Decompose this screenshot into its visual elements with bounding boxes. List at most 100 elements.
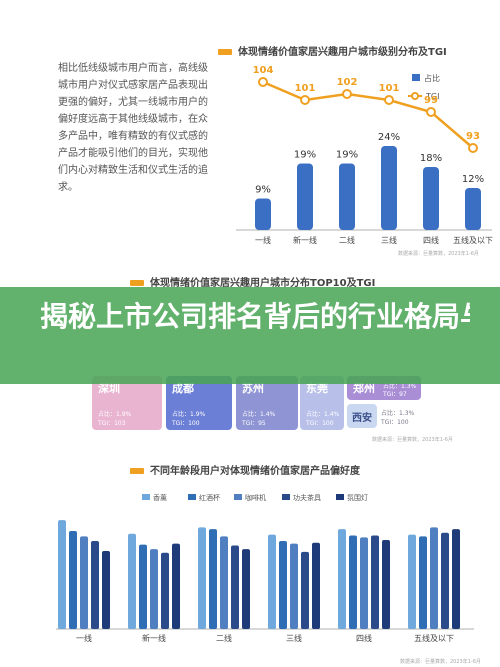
chart1-tgi-point xyxy=(384,95,394,105)
chart3-bar xyxy=(419,536,427,629)
chart1-bar-label: 19% xyxy=(294,150,316,161)
city-share: 占比：1.3% xyxy=(381,410,415,417)
overlay-banner xyxy=(0,287,500,384)
chart3-bar xyxy=(268,534,276,629)
chart1-bar-label: 9% xyxy=(255,185,271,196)
chart1-bar xyxy=(297,163,313,230)
legend-share-label: 占比 xyxy=(424,73,440,83)
chart3-x-tick: 一线 xyxy=(76,633,92,643)
chart1-bar xyxy=(381,146,397,230)
chart3-legend-swatch xyxy=(336,494,344,500)
chart3-bar xyxy=(80,536,88,629)
chart3-legend-swatch xyxy=(142,494,150,500)
chart1-tgi-point xyxy=(342,89,352,99)
chart1-x-tick: 二线 xyxy=(339,235,355,245)
chart3-bar xyxy=(150,549,158,629)
chart1-source: 数据来源：巨量算数，2023年1-6月 xyxy=(398,251,479,257)
city-tgi: TGI：100 xyxy=(306,420,334,427)
chart3-source: 数据来源：巨量算数，2023年1-6月 xyxy=(400,659,481,665)
chart3-bar xyxy=(301,551,309,629)
chart3-bar xyxy=(382,540,390,629)
city-name: 苏州 xyxy=(242,382,264,395)
city-tgi: TGI：100 xyxy=(172,420,200,427)
city-tgi: TGI：95 xyxy=(242,420,266,427)
chart3-bar xyxy=(198,527,206,629)
chart3-bar xyxy=(452,529,460,629)
city-share: 占比：1.4% xyxy=(306,411,340,418)
city-card: 东莞占比：1.4% TGI：100 xyxy=(300,376,344,430)
chart2-title-text: 体现情绪价值家居兴趣用户城市分布TOP10及TGI xyxy=(150,278,376,289)
chart3-bar xyxy=(430,527,438,629)
chart1-tgi-point xyxy=(426,107,436,117)
chart1-x-tick: 新一线 xyxy=(293,235,317,245)
city-share: 占比：1.3% xyxy=(383,383,417,390)
chart1-bar xyxy=(423,167,439,230)
chart3-bar xyxy=(91,540,99,629)
chart3-legend-swatch xyxy=(234,494,242,500)
chart1-bar-label: 18% xyxy=(420,153,442,164)
chart3-bar xyxy=(58,520,66,629)
chart1-tgi-line xyxy=(262,80,474,149)
chart2-title: 体现情绪价值家居兴趣用户城市分布TOP10及TGI xyxy=(130,274,375,289)
chart3-legend-label: 咖啡机 xyxy=(245,493,266,502)
chart3-title-text: 不同年龄段用户对体现情绪价值家居产品偏好度 xyxy=(150,466,360,477)
chart1-tgi-label: 102 xyxy=(337,77,358,88)
city-tgi: TGI：100 xyxy=(381,419,409,426)
chart3-bar xyxy=(312,542,320,629)
city-name: 西安 xyxy=(352,413,372,424)
chart1-x-tick: 四线 xyxy=(423,235,439,245)
chart1-svg: 占比 TGI 9% 一线 19% 新一线 19% 二线 24% 三线 18% 四线 12% 五线及以下 10… xyxy=(236,65,493,245)
chart1-bar-label: 19% xyxy=(336,150,358,161)
chart3-legend-swatch xyxy=(282,494,290,500)
legend-share-swatch xyxy=(412,74,420,81)
chart3-x-tick: 四线 xyxy=(356,633,372,643)
chart1-title-text: 体现情绪价值家居兴趣用户城市级别分布及TGI xyxy=(238,47,447,58)
city-card: 成都占比：1.9% TGI：100 xyxy=(166,376,232,430)
chart1-bar-label: 12% xyxy=(462,174,484,185)
chart3-bar xyxy=(209,529,217,629)
legend-tgi-marker xyxy=(411,92,419,100)
city-tgi: TGI：97 xyxy=(383,391,407,398)
chart1-tgi-point xyxy=(468,143,478,153)
chart3-title: 不同年龄段用户对体现情绪价值家居产品偏好度 xyxy=(130,462,360,477)
chart1-bar xyxy=(339,163,355,230)
city-name: 成都 xyxy=(172,382,194,395)
chart1-x-tick: 三线 xyxy=(381,235,397,245)
chart3-bar xyxy=(172,543,180,629)
chart3-bar xyxy=(408,534,416,629)
chart3-x-tick: 五线及以下 xyxy=(414,633,454,643)
city-card: 深圳 占比：1.9% TGI：103 xyxy=(92,376,162,430)
chart3-bar xyxy=(128,533,136,629)
chart3-bar xyxy=(161,552,169,629)
title-accent-icon-2 xyxy=(130,280,144,286)
chart3-legend-label: 功夫茶具 xyxy=(293,493,321,502)
city-share: 占比：1.9% xyxy=(172,411,206,418)
city-share: 占比：1.9% xyxy=(98,411,132,418)
title-accent-icon xyxy=(218,49,232,55)
city-share: 占比：1.4% xyxy=(242,411,276,418)
chart1-tgi-label: 93 xyxy=(466,131,480,142)
city-name: 东莞 xyxy=(306,382,328,395)
city-card: 苏州占比：1.4% TGI：95 xyxy=(236,376,298,430)
chart3-x-tick: 三线 xyxy=(286,633,302,643)
chart1-tgi-label: 101 xyxy=(379,83,400,94)
chart1-title: 体现情绪价值家居兴趣用户城市级别分布及TGI xyxy=(218,43,447,58)
chart3-bar xyxy=(441,532,449,629)
chart1-tgi-label: 104 xyxy=(253,65,274,76)
chart3-bar xyxy=(349,535,357,629)
chart1-bar xyxy=(465,188,481,230)
city-name: 深圳 xyxy=(98,382,120,395)
city-name: 郑州 xyxy=(353,382,375,395)
intro-paragraph: 相比低线级城市用户而言，高线级城市用户对仪式感家居产品表现出更强的偏好，尤其一线… xyxy=(58,63,208,193)
title-accent-icon-3 xyxy=(130,468,144,474)
chart1-tgi-point xyxy=(300,95,310,105)
chart1-bar-label: 24% xyxy=(378,132,400,143)
chart3-legend-swatch xyxy=(188,494,196,500)
chart1-tgi-label: 99 xyxy=(424,95,438,106)
chart3-legend-label: 香薰 xyxy=(153,493,167,502)
legend-tgi-label: TGI xyxy=(425,92,439,101)
chart1-bar xyxy=(255,198,271,230)
chart3-bar xyxy=(338,529,346,629)
chart3-legend-label: 红酒杯 xyxy=(199,493,220,502)
